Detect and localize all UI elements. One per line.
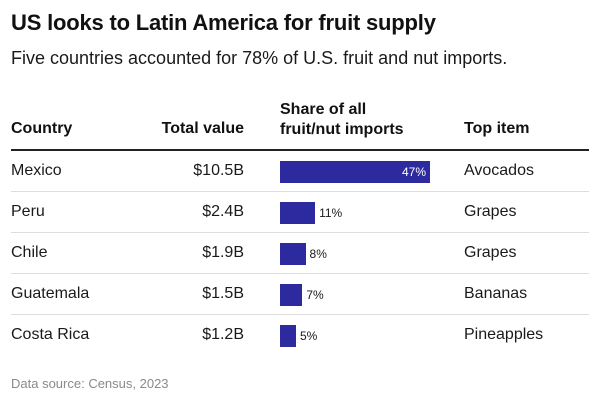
total-value-cell: $1.2B xyxy=(202,326,244,343)
data-source: Data source: Census, 2023 xyxy=(11,376,169,391)
row-divider xyxy=(11,232,589,233)
top-item-cell: Bananas xyxy=(464,285,528,302)
header-country: Country xyxy=(11,120,73,137)
country-cell: Mexico xyxy=(11,162,62,179)
chart-title: US looks to Latin America for fruit supp… xyxy=(11,10,436,35)
share-bar xyxy=(280,325,296,347)
header-share-line2: fruit/nut imports xyxy=(280,121,404,138)
total-value-cell: $10.5B xyxy=(193,162,244,179)
header-share-line1: Share of all xyxy=(280,101,367,118)
share-label: 47% xyxy=(401,165,426,179)
share-label: 5% xyxy=(299,329,318,343)
country-cell: Guatemala xyxy=(11,285,90,302)
table-row: Chile $1.9B 8% Grapes xyxy=(11,233,589,274)
share-bar xyxy=(280,243,306,265)
share-label: 8% xyxy=(309,247,327,261)
country-cell: Peru xyxy=(11,203,45,220)
header-top-item: Top item xyxy=(464,120,530,137)
header-share: Share of all fruit/nut imports xyxy=(280,100,404,140)
country-cell: Costa Rica xyxy=(11,326,90,343)
table-row: Peru $2.4B 11% Grapes xyxy=(11,192,589,233)
row-divider xyxy=(11,314,589,315)
chart-subtitle: Five countries accounted for 78% of U.S.… xyxy=(11,48,508,68)
share-label: 11% xyxy=(319,206,343,220)
table-row: Guatemala $1.5B 7% Bananas xyxy=(11,274,589,315)
total-value-cell: $1.5B xyxy=(202,285,244,302)
table-row: Mexico $10.5B 47% Avocados xyxy=(11,151,589,192)
top-item-cell: Avocados xyxy=(464,162,534,179)
country-cell: Chile xyxy=(11,244,48,261)
top-item-cell: Pineapples xyxy=(464,326,544,343)
row-divider xyxy=(11,191,589,192)
header-divider xyxy=(11,149,589,151)
share-bar xyxy=(280,161,430,183)
table-row: Costa Rica $1.2B 5% Pineapples xyxy=(11,315,589,356)
total-value-cell: $2.4B xyxy=(202,203,244,220)
top-item-cell: Grapes xyxy=(464,244,517,261)
total-value-cell: $1.9B xyxy=(202,244,244,261)
share-bar xyxy=(280,202,316,224)
header-total-value: Total value xyxy=(161,120,244,137)
row-divider xyxy=(11,273,589,274)
share-bar xyxy=(280,284,303,306)
share-label: 7% xyxy=(306,288,324,302)
top-item-cell: Grapes xyxy=(464,203,517,220)
